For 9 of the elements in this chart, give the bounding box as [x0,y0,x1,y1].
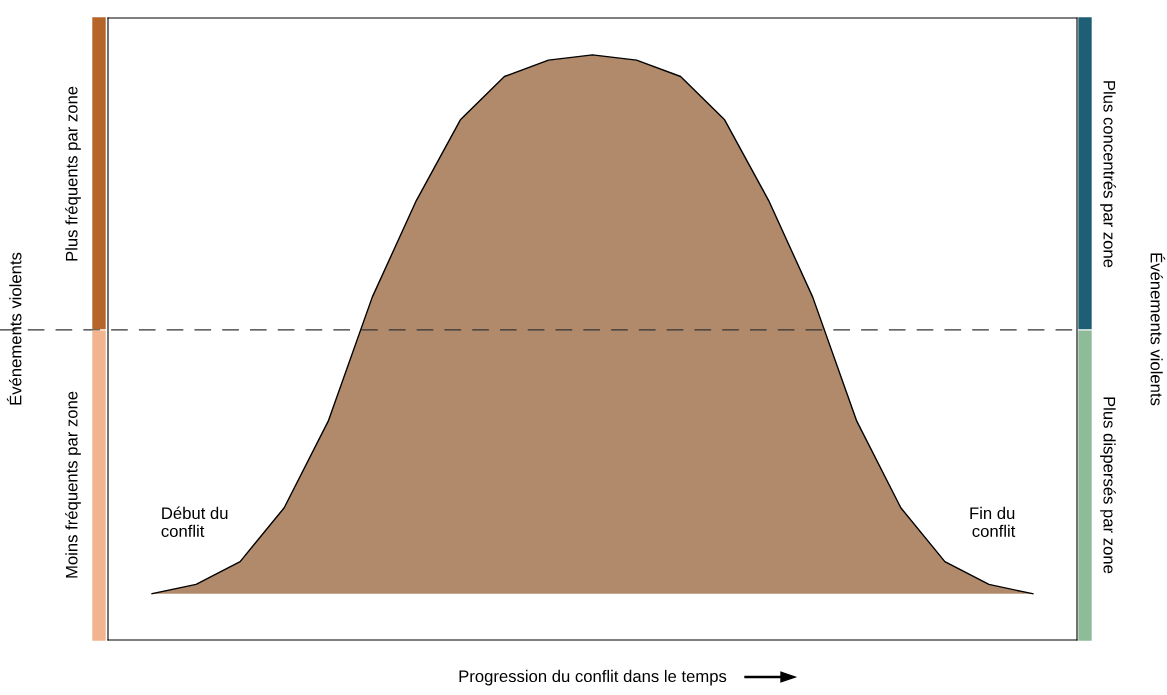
text: Événements violents [1150,253,1166,406]
text: Événements violents [6,252,22,405]
annotation: Fin du conflit [970,506,1016,538]
text: Plus dispersés par zone [1100,397,1116,574]
text: Plus concentrés par zone [1100,81,1116,268]
text: Moins fréquents par zone [65,391,81,578]
x-axis-title: Progression du conflit dans le temps [459,669,727,686]
text: Plus fréquents par zone [65,86,81,261]
annotation: Début du conflit [161,506,228,538]
